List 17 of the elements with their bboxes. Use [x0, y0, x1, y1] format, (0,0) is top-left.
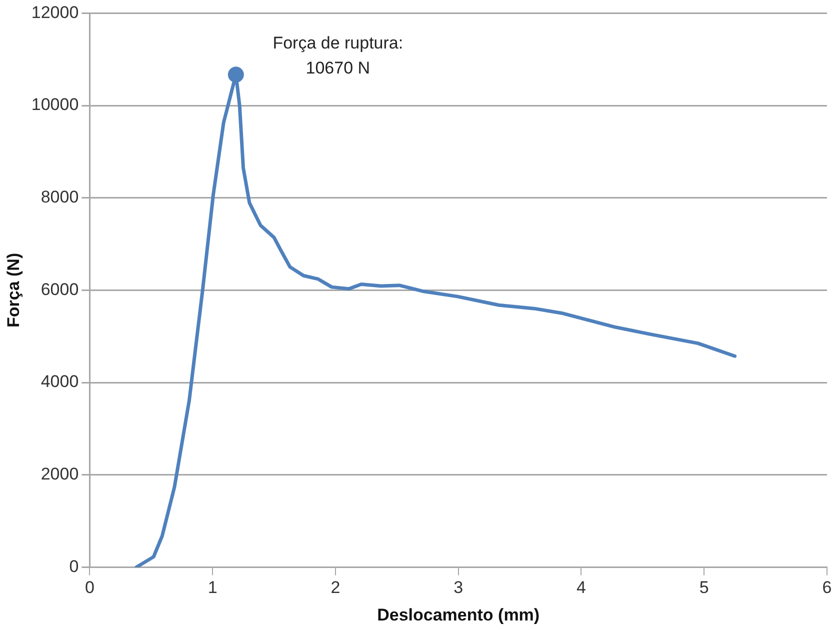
y-tick-label: 8000	[40, 188, 79, 207]
x-tick-label: 4	[576, 578, 586, 598]
x-tick-label: 1	[208, 578, 218, 598]
y-tick-label: 6000	[40, 280, 79, 299]
x-axis-title: Deslocamento (mm)	[377, 605, 540, 624]
x-tick-label: 6	[822, 578, 832, 598]
x-tick-label: 3	[454, 578, 464, 598]
x-tick-label: 5	[699, 578, 709, 598]
annotation: Força de ruptura: 10670 N	[272, 34, 404, 78]
y-tick-label: 4000	[40, 372, 79, 392]
x-tick-label: 0	[84, 578, 94, 598]
y-tick-label: 12000	[31, 2, 79, 22]
y-tick-label: 2000	[40, 464, 79, 484]
y-axis-title: Força (N)	[4, 252, 23, 328]
y-tick-label: 10000	[31, 95, 79, 114]
y-tick-label: 0	[69, 556, 79, 576]
x-tick-label: 2	[330, 578, 340, 598]
